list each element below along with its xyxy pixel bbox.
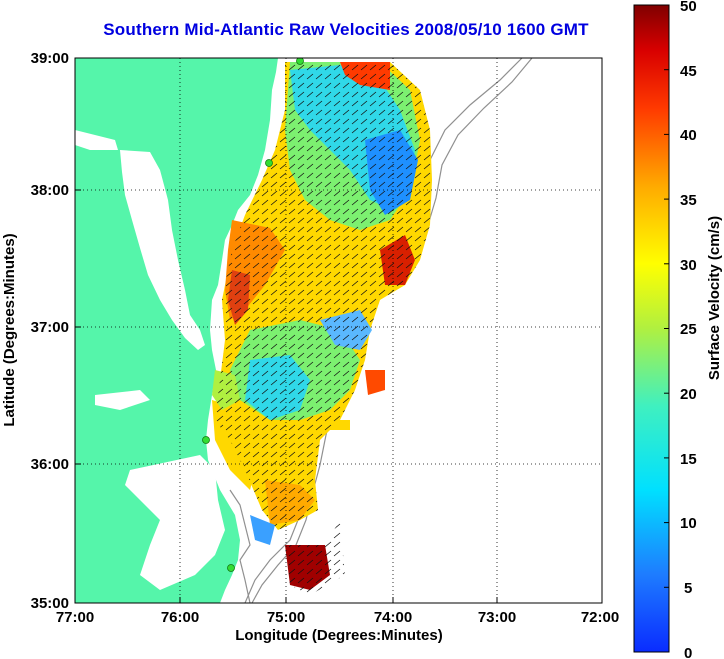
radar-station-marker bbox=[227, 564, 235, 572]
y-tick-label: 39:00 bbox=[31, 50, 69, 67]
x-tick-label: 72:00 bbox=[581, 609, 619, 626]
y-tick-label: 38:00 bbox=[31, 182, 69, 199]
colorbar-tick-label: 35 bbox=[680, 192, 697, 209]
colorbar-tick-label: 45 bbox=[680, 63, 697, 80]
plot-border bbox=[74, 57, 603, 604]
colorbar-tick-label: 10 bbox=[680, 515, 697, 532]
y-tick-label: 36:00 bbox=[31, 456, 69, 473]
colorbar-tick-label: 0 bbox=[684, 645, 692, 659]
colorbar-label: Surface Velocity (cm/s) bbox=[706, 216, 723, 380]
x-tick-label: 77:00 bbox=[56, 609, 94, 626]
y-tick-label: 35:00 bbox=[31, 595, 69, 612]
colorbar-tick-label: 20 bbox=[680, 386, 697, 403]
radar-station-marker bbox=[202, 436, 210, 444]
colorbar-gradient bbox=[633, 4, 670, 653]
radar-station-marker bbox=[296, 58, 304, 65]
velocity-field bbox=[212, 62, 432, 595]
colorbar-tick-label: 15 bbox=[680, 451, 697, 468]
x-tick-labels: 77:00 76:00 75:00 74:00 73:00 72:00 bbox=[56, 609, 619, 626]
chesapeake-bay bbox=[120, 150, 205, 350]
x-axis-label: Longitude (Degrees:Minutes) bbox=[235, 627, 443, 644]
colorbar-tick-label: 30 bbox=[680, 257, 697, 274]
colorbar: 50 45 40 35 30 25 20 15 10 5 0 Surface V… bbox=[633, 0, 723, 659]
y-tick-labels: 39:00 38:00 37:00 36:00 35:00 bbox=[31, 50, 69, 612]
radar-stations bbox=[202, 58, 304, 572]
x-tick-label: 73:00 bbox=[478, 609, 516, 626]
map-title: Southern Mid-Atlantic Raw Velocities 200… bbox=[103, 20, 589, 39]
colorbar-tick-label: 5 bbox=[684, 580, 692, 597]
colorbar-tick-label: 40 bbox=[680, 127, 697, 144]
y-tick-label: 37:00 bbox=[31, 319, 69, 336]
pamlico-sound bbox=[125, 455, 225, 590]
radar-station-marker bbox=[265, 159, 273, 167]
gridlines bbox=[75, 58, 602, 603]
colorbar-tick-label: 25 bbox=[680, 321, 697, 338]
y-axis-label: Latitude (Degrees:Minutes) bbox=[1, 233, 18, 426]
axis-ticks bbox=[75, 189, 498, 603]
colorbar-tick-label: 50 bbox=[680, 0, 697, 15]
x-tick-label: 75:00 bbox=[267, 609, 305, 626]
x-tick-label: 74:00 bbox=[374, 609, 412, 626]
x-tick-label: 76:00 bbox=[161, 609, 199, 626]
